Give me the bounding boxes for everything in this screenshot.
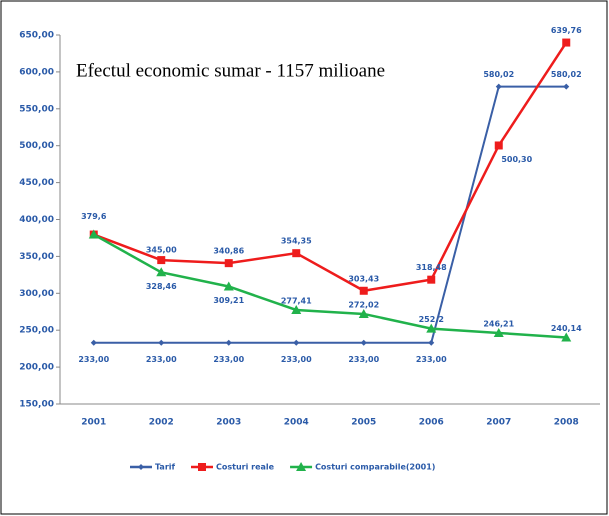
x-tick-label: 2008	[554, 418, 579, 428]
x-tick-label: 2003	[216, 418, 241, 428]
value-label: 379,6	[81, 212, 107, 221]
legend-label: Costuri comparabile(2001)	[315, 463, 435, 472]
annotation: Efectul economic sumar - 1157 milioane	[76, 60, 385, 81]
marker	[427, 275, 436, 284]
value-label: 309,21	[213, 296, 244, 305]
value-label: 233,00	[213, 355, 244, 364]
x-tick-label: 2002	[149, 418, 174, 428]
marker	[292, 249, 301, 258]
value-label: 246,21	[483, 319, 514, 328]
marker	[296, 462, 307, 471]
y-tick-label: 350,00	[19, 252, 54, 262]
y-tick-label: 500,00	[19, 141, 54, 151]
y-tick-label: 250,00	[19, 326, 54, 336]
value-label: 252,2	[419, 315, 444, 324]
legend-label: Tarif	[155, 463, 176, 472]
value-label: 303,43	[348, 274, 379, 283]
value-label: 233,00	[78, 355, 109, 364]
value-label: 580,02	[483, 70, 514, 79]
marker	[223, 281, 234, 291]
marker	[493, 327, 504, 337]
value-label: 354,35	[281, 237, 312, 246]
y-tick-label: 200,00	[19, 363, 54, 373]
y-tick-label: 550,00	[19, 104, 54, 114]
marker	[360, 339, 367, 346]
y-tick-label: 300,00	[19, 289, 54, 299]
marker	[198, 463, 206, 471]
marker	[563, 83, 570, 90]
marker	[90, 339, 97, 346]
marker	[225, 339, 232, 346]
marker	[293, 339, 300, 346]
value-label: 277,41	[281, 296, 312, 305]
value-label: 500,30	[501, 155, 532, 164]
value-label: 272,02	[348, 300, 379, 309]
y-tick-label: 650,00	[19, 31, 54, 41]
y-tick-label: 400,00	[19, 215, 54, 225]
value-label: 639,76	[551, 26, 582, 35]
x-tick-label: 2005	[351, 418, 376, 428]
x-tick-label: 2004	[284, 418, 309, 428]
value-label: 340,86	[213, 247, 244, 256]
y-tick-label: 450,00	[19, 178, 54, 188]
legend-label: Costuri reale	[216, 463, 275, 472]
series-line	[93, 233, 567, 339]
y-tick-label: 600,00	[19, 67, 54, 77]
value-label: 580,02	[551, 70, 582, 79]
x-tick-label: 2006	[419, 418, 444, 428]
value-label: 328,46	[146, 282, 177, 291]
series-line	[93, 85, 567, 344]
x-tick-label: 2007	[486, 418, 511, 428]
series-line	[93, 41, 568, 293]
marker	[428, 339, 435, 346]
marker	[138, 464, 144, 470]
marker	[224, 259, 233, 268]
y-tick-label: 150,00	[19, 400, 54, 410]
marker	[494, 141, 503, 150]
marker	[359, 286, 368, 295]
value-label: 233,00	[416, 355, 447, 364]
marker	[561, 332, 572, 342]
value-label: 240,14	[551, 324, 582, 333]
x-tick-label: 2001	[81, 418, 106, 428]
value-label: 233,00	[146, 355, 177, 364]
marker	[358, 308, 369, 318]
value-label: 318,48	[416, 263, 447, 272]
value-label: 233,00	[281, 355, 312, 364]
value-label: 345,00	[146, 246, 177, 255]
marker	[88, 229, 99, 239]
marker	[495, 83, 502, 90]
marker	[562, 38, 571, 47]
marker	[157, 256, 166, 265]
value-label: 233,00	[348, 355, 379, 364]
marker	[291, 304, 302, 314]
marker	[156, 267, 167, 277]
marker	[158, 339, 165, 346]
marker	[426, 323, 437, 333]
